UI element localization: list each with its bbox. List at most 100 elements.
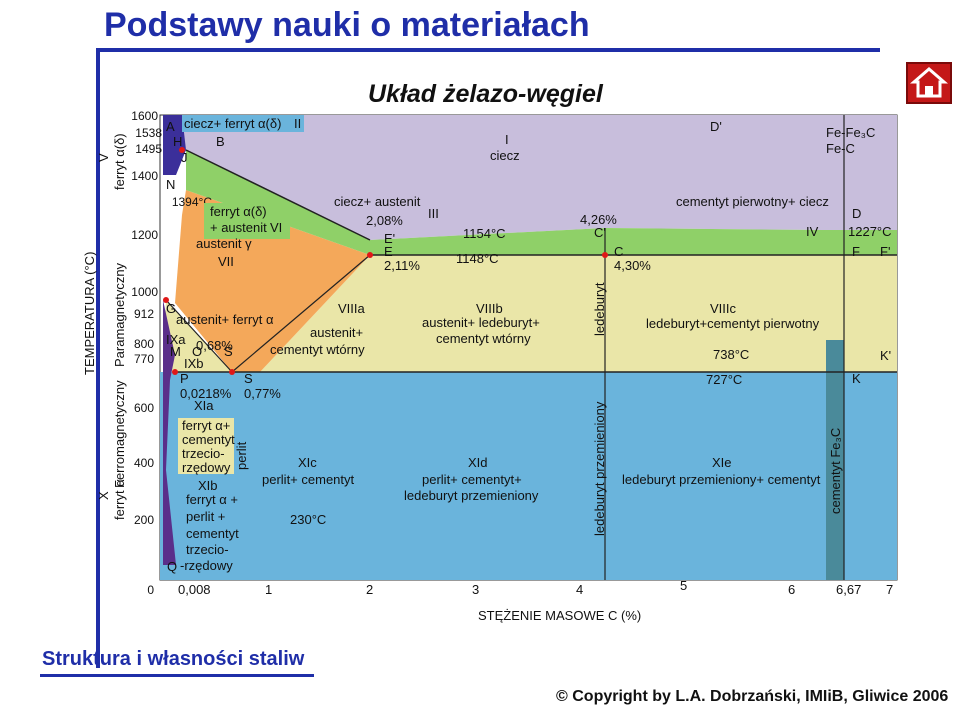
x-tick: 0,008 — [178, 582, 211, 597]
point-n: N — [166, 177, 175, 192]
point-k-prime: K' — [880, 348, 891, 363]
region-viiib-line1: austenit+ ledeburyt+ — [422, 315, 540, 330]
region-xia-box — [178, 418, 234, 474]
point-h: H — [173, 134, 182, 149]
y-side-ferryt-alpha: ferryt α — [112, 479, 127, 520]
region-viiib: VIIIb — [476, 301, 503, 316]
region-viiia-line1: austenit+ — [310, 325, 363, 340]
value-fe-c: Fe-C — [826, 141, 855, 156]
region-xi-blue — [160, 372, 897, 580]
y-tick: 200 — [134, 513, 154, 527]
region-ixa: IXa — [166, 332, 186, 347]
region-ii: II — [294, 116, 301, 131]
region-i: I — [505, 132, 509, 147]
value-230: 230°C — [290, 512, 326, 527]
value-1154: 1154°C — [463, 226, 506, 241]
y-tick: 1200 — [131, 228, 158, 242]
title-underline — [96, 48, 880, 52]
region-xib: XIb — [198, 478, 218, 493]
value-2-11: 2,11% — [384, 258, 420, 273]
point-s: S — [244, 371, 253, 386]
region-iii-label: ciecz+ austenit — [334, 194, 421, 209]
x-tick: 6,67 — [836, 582, 861, 597]
region-xia: XIa — [194, 398, 214, 413]
value-fe-fe3c: Fe-Fe₃C — [826, 125, 875, 140]
x-tick: 2 — [366, 582, 373, 597]
region-viiic: VIIIc — [710, 301, 737, 316]
home-button[interactable] — [906, 62, 952, 104]
region-xib-line: trzecio- — [186, 542, 229, 557]
page-title: Podstawy nauki o materiałach — [104, 6, 590, 44]
region-v-delta — [163, 115, 186, 175]
region-xie: XIe — [712, 455, 732, 470]
point-b: B — [216, 134, 225, 149]
home-icon — [909, 67, 949, 98]
region-xia-line: trzecio- — [182, 446, 225, 461]
region-xid-line2: ledeburyt przemieniony — [404, 488, 539, 503]
region-xid: XId — [468, 455, 488, 470]
y-tick: 1400 — [131, 169, 158, 183]
x-tick: 1 — [265, 582, 272, 597]
section-underline — [40, 674, 314, 677]
region-ii-box — [182, 115, 304, 132]
region-iii: III — [428, 206, 439, 221]
region-xib-line: -rzędowy — [180, 558, 233, 573]
point-q: Q — [167, 559, 177, 574]
point-m: M — [170, 344, 181, 359]
y-tick: 912 — [134, 307, 154, 321]
region-xid-line1: perlit+ cementyt+ — [422, 472, 522, 487]
y-tick: 1600 — [131, 109, 158, 123]
point-g: G — [166, 301, 176, 316]
value-4-30: 4,30% — [614, 258, 651, 273]
value-0-77: 0,77% — [244, 386, 281, 401]
x-tick: 7 — [886, 582, 893, 597]
point-a: A — [166, 119, 175, 134]
point-o: O — [192, 344, 202, 359]
point-c-prime: C' — [594, 225, 606, 240]
point-marker-e — [367, 252, 373, 258]
region-viii-yellow — [260, 255, 897, 372]
region-iv: IV — [806, 224, 819, 239]
region-viiia-line2: cementyt wtórny — [270, 342, 365, 357]
region-viiib-line2: cementyt wtórny — [436, 331, 531, 346]
point-p: P — [180, 371, 189, 386]
point-j: J — [181, 150, 188, 165]
point-marker-g — [163, 297, 169, 303]
section-title: Struktura i własności staliw — [42, 648, 305, 670]
region-ixb: IXb — [184, 356, 204, 371]
region-iii-green — [186, 150, 897, 255]
point-f: F — [852, 244, 860, 259]
value-1227: 1227°C — [848, 224, 892, 239]
copyright: © Copyright by L.A. Dobrzański, IMIiB, G… — [556, 688, 949, 705]
y-tick: 600 — [134, 401, 154, 415]
region-vii-orange — [175, 190, 370, 372]
region-vii-label: austenit γ — [196, 236, 252, 251]
y-tick: 0 — [147, 583, 154, 597]
y-side-paramagnetic: Paramagnetyczny — [112, 262, 127, 367]
region-i-liquid — [175, 115, 897, 240]
region-vi-line1: ferryt α(δ) — [210, 204, 267, 219]
y-side-ferromagnetic: Ferromagnetyczny — [112, 380, 127, 488]
point-marker-c — [602, 252, 608, 258]
x-tick: 5 — [680, 578, 687, 593]
value-0-68: 0,68% — [196, 338, 233, 353]
y-tick: 1000 — [131, 285, 158, 299]
point-e-prime: E' — [384, 231, 395, 246]
cementite-column — [826, 340, 844, 580]
region-vi-box — [204, 203, 290, 239]
value-738: 738°C — [713, 347, 749, 362]
region-xia-line: ferryt α+ — [182, 418, 230, 433]
value-0-0218: 0,0218% — [180, 386, 232, 401]
region-viiic-line1: ledeburyt+cementyt pierwotny — [646, 316, 820, 331]
region-i-label: ciecz — [490, 148, 520, 163]
a3-line — [165, 299, 233, 373]
point-marker-p — [172, 369, 178, 375]
x-tick: 3 — [472, 582, 479, 597]
region-ii-label: ciecz+ ferryt α(δ) — [184, 116, 281, 131]
region-xia-line: rzędowy — [182, 460, 231, 475]
y-tick: 770 — [134, 352, 154, 366]
y-tick: 400 — [134, 456, 154, 470]
point-marker-s — [229, 369, 235, 375]
diagram-frame — [159, 114, 898, 581]
y-tick: 1495 — [135, 142, 162, 156]
